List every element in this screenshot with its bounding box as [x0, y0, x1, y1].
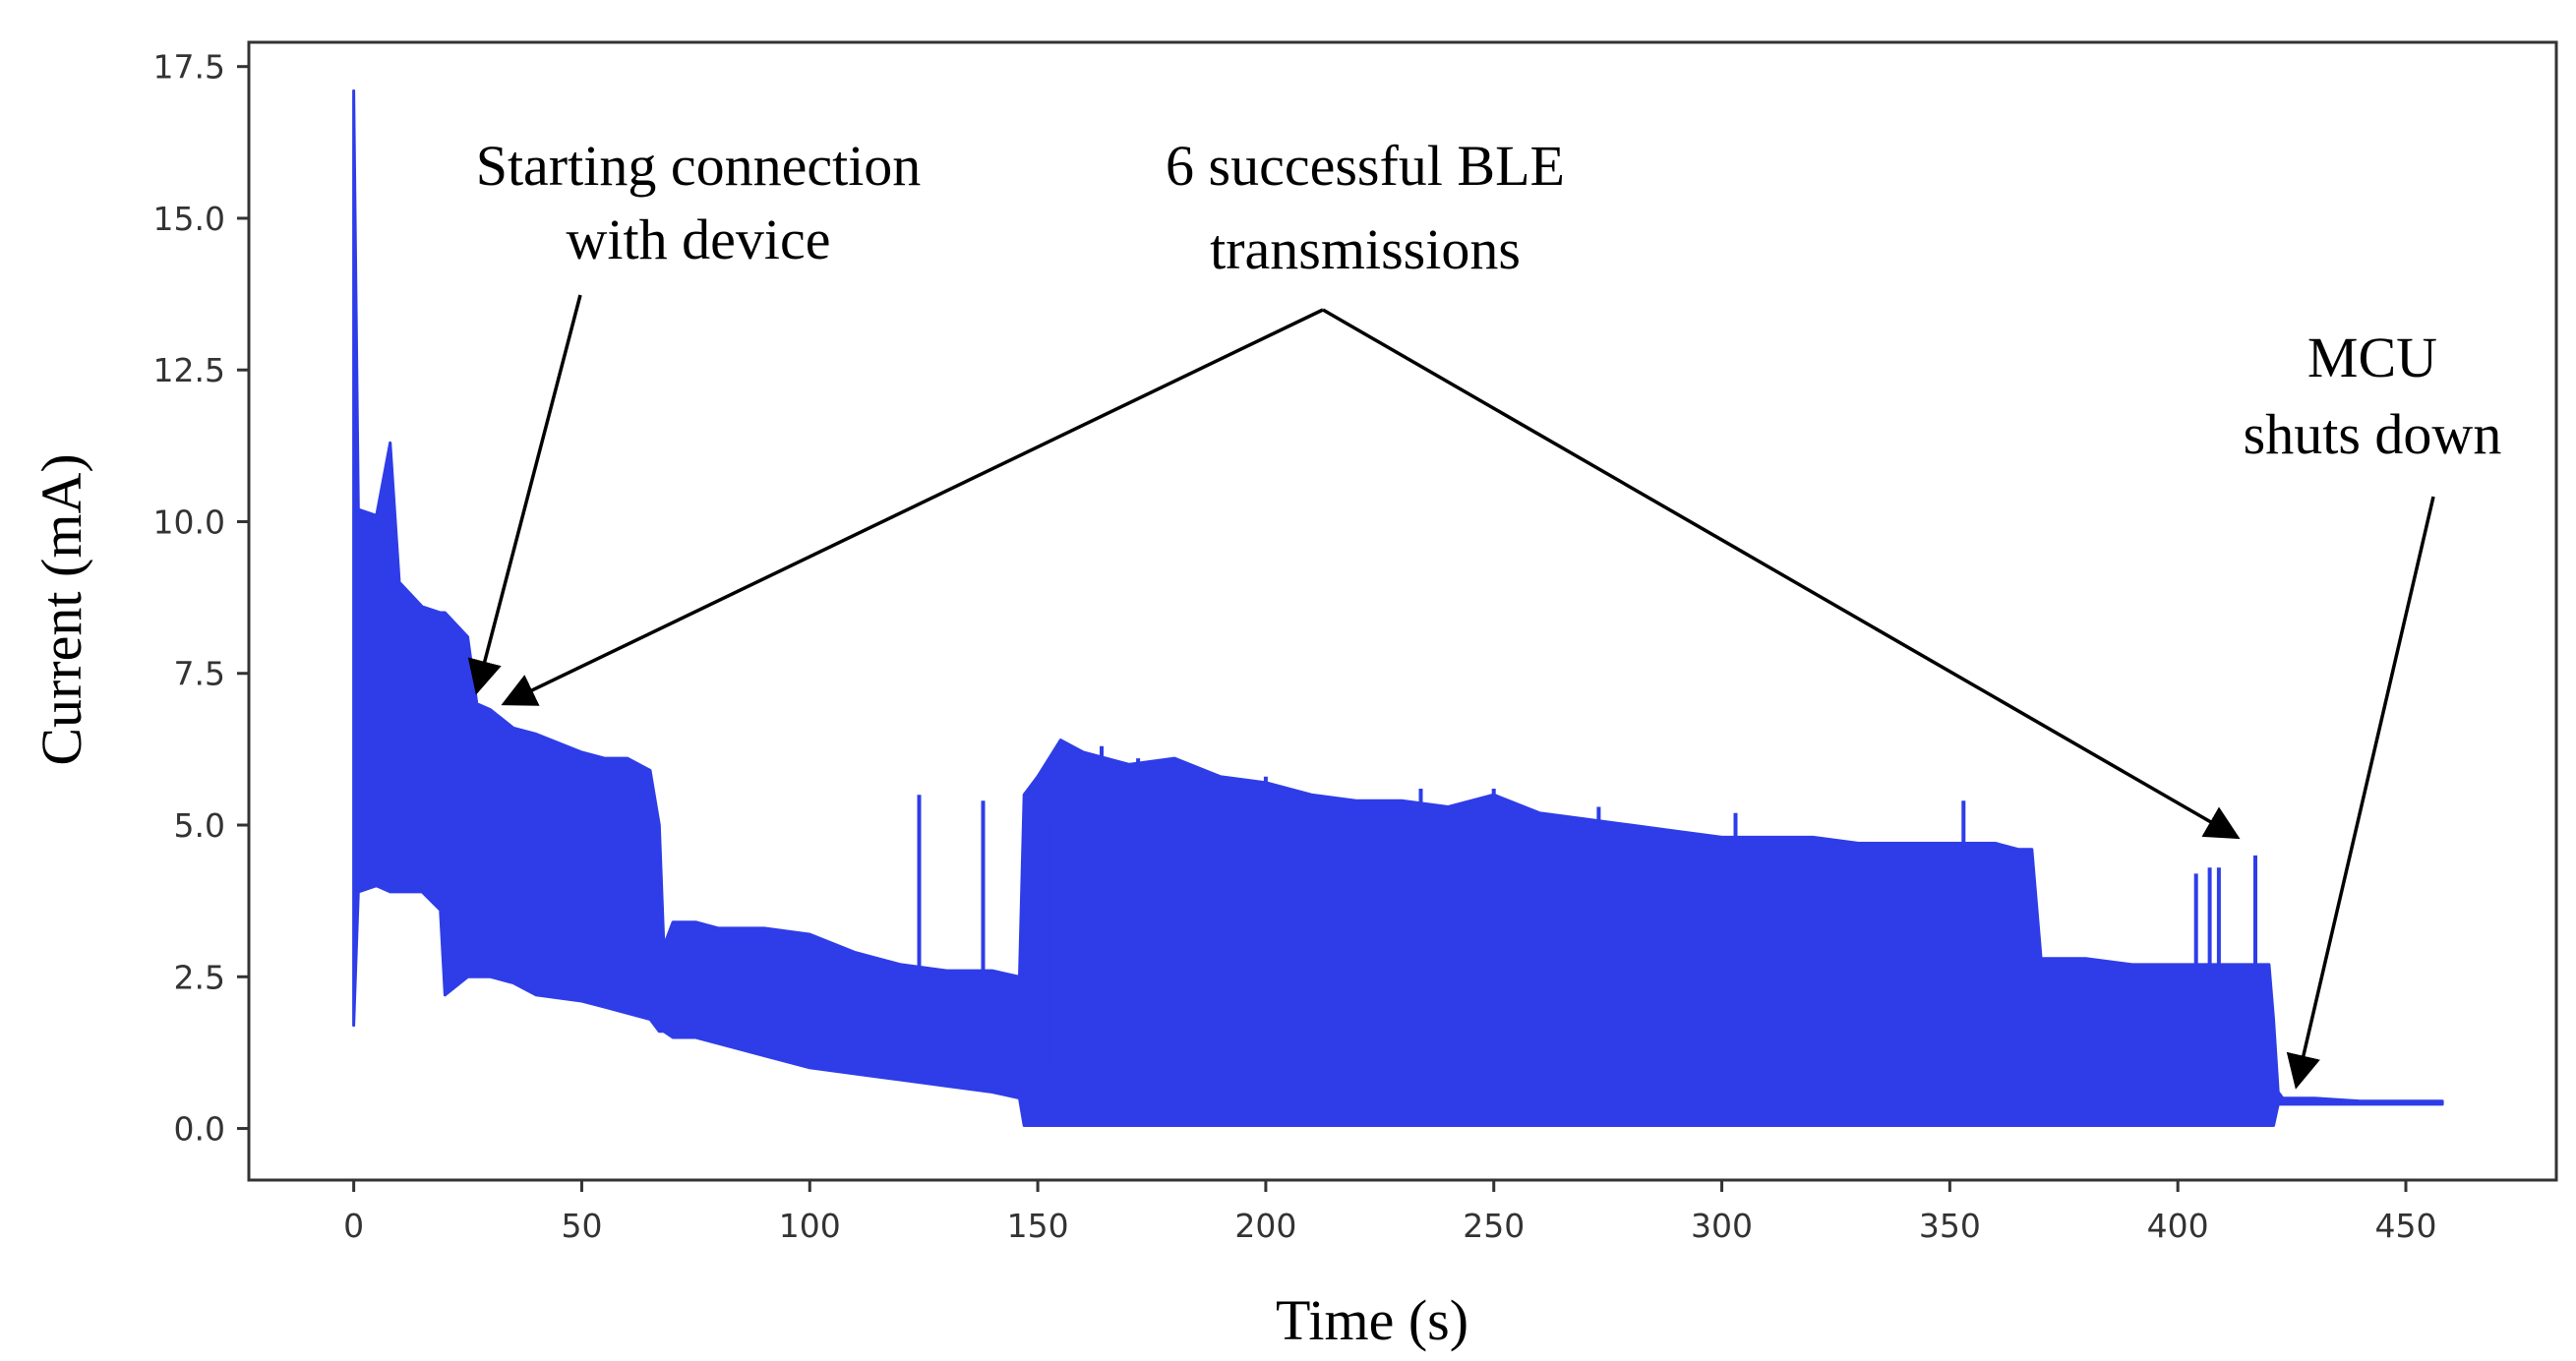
annotation-1-line-0: 6 successful BLE [1166, 134, 1565, 198]
annotation-2-line-0: MCU [2307, 325, 2437, 389]
x-tick-label: 0 [343, 1207, 364, 1245]
y-tick-label: 7.5 [174, 655, 225, 693]
annotation-0-line-0: Starting connection [476, 134, 922, 198]
x-tick-label: 400 [2147, 1207, 2209, 1245]
annotation-layer: Starting connection with device 6 successf… [467, 134, 2502, 1090]
x-axis-ticks: 0 50 100 150 200 250 300 350 400 450 [343, 1180, 2437, 1245]
x-tick-label: 250 [1463, 1207, 1525, 1245]
y-tick-label: 0.0 [174, 1110, 225, 1149]
y-tick-label: 10.0 [153, 503, 225, 541]
y-axis-ticks: 0.0 2.5 5.0 7.5 10.0 12.5 15.0 17.5 [153, 48, 249, 1149]
annotation-2-line-1: shuts down [2244, 402, 2502, 466]
x-tick-label: 450 [2375, 1207, 2437, 1245]
arrow-shutdown [2286, 496, 2435, 1090]
series-0-envelope [352, 89, 2444, 1127]
annotation-2: MCU shuts down [2244, 325, 2502, 466]
x-axis-title: Time (s) [1276, 1288, 1468, 1352]
y-axis-title: Current (mA) [30, 453, 93, 765]
x-tick-label: 350 [1919, 1207, 1981, 1245]
y-tick-label: 17.5 [153, 48, 225, 87]
annotation-1-line-1: transmissions [1210, 217, 1521, 281]
x-tick-label: 150 [1007, 1207, 1069, 1245]
annotation-0: Starting connection with device [476, 134, 922, 271]
arrow-connection [467, 294, 582, 695]
x-tick-label: 300 [1691, 1207, 1753, 1245]
y-tick-label: 2.5 [174, 958, 225, 996]
series-layer [352, 89, 2444, 1127]
x-tick-label: 100 [779, 1207, 841, 1245]
x-tick-label: 50 [561, 1207, 602, 1245]
x-tick-label: 200 [1234, 1207, 1296, 1245]
annotation-1: 6 successful BLE transmissions [1166, 134, 1565, 281]
y-tick-label: 12.5 [153, 351, 225, 389]
annotation-0-line-1: with device [567, 207, 831, 271]
plot-frame [247, 40, 2558, 1182]
y-tick-label: 15.0 [153, 200, 225, 238]
arrow-ble-last [1322, 308, 2241, 840]
y-tick-label: 5.0 [174, 806, 225, 845]
arrow-ble-first [501, 308, 1324, 706]
